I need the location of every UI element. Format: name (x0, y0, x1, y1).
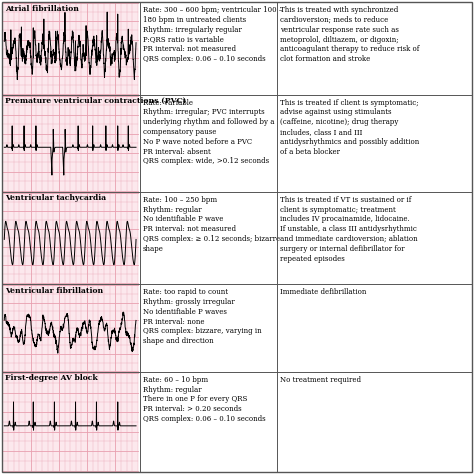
Bar (2, 3, 138, 94)
Bar (277, 193, 472, 283)
Bar (140, 3, 276, 94)
Bar (2, 373, 138, 471)
Bar (277, 285, 472, 371)
Bar (2, 193, 138, 283)
Text: This is treated if client is symptomatic;
advise against using stimulants
(caffe: This is treated if client is symptomatic… (280, 99, 419, 155)
Text: Rate: too rapid to count
Rhythm: grossly irregular
No identifiable P waves
PR in: Rate: too rapid to count Rhythm: grossly… (143, 288, 261, 345)
Text: Ventricular tachycardia: Ventricular tachycardia (5, 194, 106, 202)
Bar (2, 96, 138, 191)
Bar (2, 285, 138, 371)
Text: Rate: 300 – 600 bpm; ventricular 100 –
180 bpm in untreated clients
Rhythm: irre: Rate: 300 – 600 bpm; ventricular 100 – 1… (143, 6, 282, 63)
Text: This is treated if VT is sustained or if
client is symptomatic; treatment
includ: This is treated if VT is sustained or if… (280, 196, 418, 263)
Text: This is treated with synchronized
cardioversion; meds to reduce
ventricular resp: This is treated with synchronized cardio… (280, 6, 419, 63)
Bar (277, 3, 472, 94)
Text: First-degree AV block: First-degree AV block (5, 374, 98, 383)
Text: Atrial fibrillation: Atrial fibrillation (5, 5, 79, 13)
Text: Premature ventricular contractions (PVC): Premature ventricular contractions (PVC) (5, 97, 186, 105)
Bar (140, 285, 276, 371)
Bar (140, 193, 276, 283)
Text: No treatment required: No treatment required (280, 376, 361, 384)
Bar (140, 96, 276, 191)
Bar (140, 373, 276, 471)
Text: Ventricular fibrillation: Ventricular fibrillation (5, 287, 103, 295)
Text: Rate: variable
Rhythm: irregular; PVC interrupts
underlying rhythm and followed : Rate: variable Rhythm: irregular; PVC in… (143, 99, 274, 165)
Text: Rate: 60 – 10 bpm
Rhythm: regular
There in one P for every QRS
PR interval: > 0.: Rate: 60 – 10 bpm Rhythm: regular There … (143, 376, 265, 423)
Bar (277, 373, 472, 471)
Text: Immediate defibrillation: Immediate defibrillation (280, 288, 366, 296)
Text: Rate: 100 – 250 bpm
Rhythm: regular
No identifiable P wave
PR interval: not meas: Rate: 100 – 250 bpm Rhythm: regular No i… (143, 196, 280, 253)
Bar (277, 96, 472, 191)
